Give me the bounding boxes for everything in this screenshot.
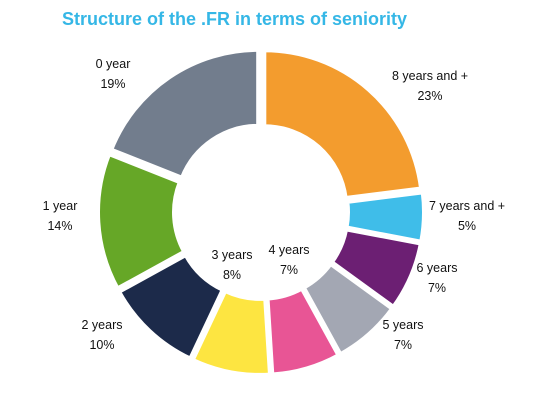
- slice-value-label: 7%: [428, 281, 446, 295]
- slice-name-label: 4 years: [269, 243, 310, 257]
- slice-8-years-and: [262, 48, 424, 201]
- slice-value-label: 7%: [394, 338, 412, 352]
- slice-4-years: [265, 285, 342, 377]
- slice-value-label: 10%: [89, 338, 114, 352]
- chart-title: Structure of the .FR in terms of seniori…: [62, 9, 408, 29]
- slice-value-label: 23%: [417, 89, 442, 103]
- slice-value-label: 5%: [458, 219, 476, 233]
- slice-name-label: 8 years and +: [392, 69, 468, 83]
- slice-value-label: 7%: [280, 263, 298, 277]
- slice-value-label: 19%: [100, 77, 125, 91]
- slice-3-years: [190, 288, 273, 377]
- slice-2-years: [116, 252, 226, 362]
- slice-5-years: [301, 261, 395, 357]
- slice-name-label: 7 years and +: [429, 199, 505, 213]
- slice-1-year: [96, 151, 187, 292]
- slice-value-label: 14%: [47, 219, 72, 233]
- slice-value-label: 8%: [223, 268, 241, 282]
- slice-name-label: 6 years: [417, 261, 458, 275]
- slice-name-label: 1 year: [43, 199, 78, 213]
- slice-name-label: 0 year: [96, 57, 131, 71]
- slice-name-label: 2 years: [82, 318, 123, 332]
- slice-0-year: [108, 47, 261, 181]
- slice-name-label: 5 years: [383, 318, 424, 332]
- slice-name-label: 3 years: [212, 248, 253, 262]
- slice-6-years: [329, 227, 424, 310]
